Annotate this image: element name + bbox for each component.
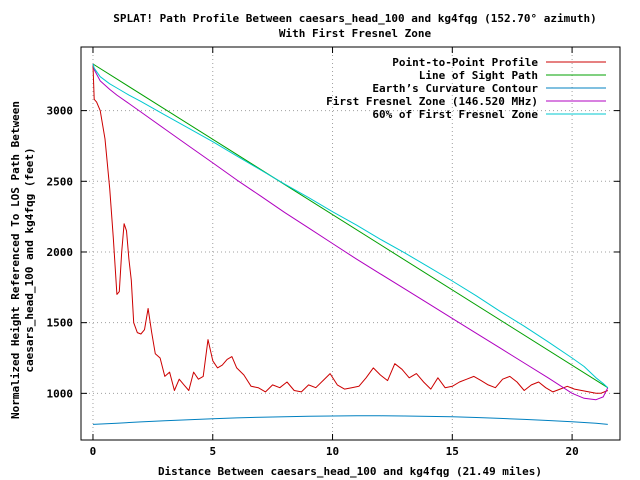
- y-tick-label: 1500: [47, 317, 74, 330]
- x-tick-label: 15: [446, 445, 459, 458]
- legend: Point-to-Point Profile Line of Sight Pat…: [326, 56, 606, 121]
- y-tick-label: 2500: [47, 175, 74, 188]
- legend-label-fresnel: First Fresnel Zone (146.520 MHz): [326, 95, 538, 108]
- y-tick-label: 2000: [47, 246, 74, 259]
- series-lines: [92, 63, 609, 425]
- series-line-earth: [92, 415, 608, 425]
- series-line-los: [92, 63, 609, 389]
- x-tick-label: 10: [326, 445, 339, 458]
- series-line-profile: [92, 65, 608, 394]
- x-tick-label: 0: [90, 445, 97, 458]
- axes: 0 5 10 15 20 1000 1500 2000 2500 3000: [47, 47, 620, 458]
- y-axis-label-line2: caesars_head_100 and kg4fqg (feet): [23, 147, 36, 372]
- series-line-fresnel60: [92, 63, 609, 389]
- legend-label-profile: Point-to-Point Profile: [392, 56, 538, 69]
- x-tick-label: 20: [565, 445, 578, 458]
- x-axis-label: Distance Between caesars_head_100 and kg…: [158, 465, 542, 478]
- legend-label-earth: Earth’s Curvature Contour: [372, 82, 538, 95]
- y-tick-label: 3000: [47, 105, 74, 118]
- legend-label-los: Line of Sight Path: [419, 69, 538, 82]
- chart-title-line1: SPLAT! Path Profile Between caesars_head…: [113, 12, 596, 25]
- y-axis-label-line1: Normalized Height Referenced To LOS Path…: [9, 101, 22, 419]
- series-line-fresnel: [92, 63, 609, 401]
- chart-title-line2: With First Fresnel Zone: [279, 27, 432, 40]
- x-tick-label: 5: [209, 445, 216, 458]
- plot-frame: [80, 46, 621, 441]
- y-tick-label: 1000: [47, 387, 74, 400]
- legend-label-fresnel60: 60% of First Fresnel Zone: [372, 108, 538, 121]
